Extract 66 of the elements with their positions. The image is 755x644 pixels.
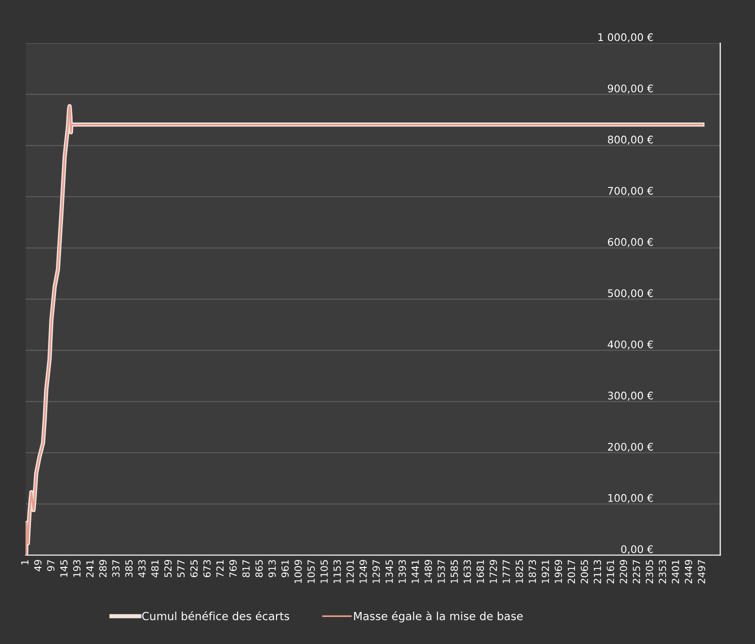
x-tick-label: 1585 xyxy=(450,560,458,583)
x-tick-label: 337 xyxy=(112,560,120,578)
x-tick-label: 1489 xyxy=(424,560,432,583)
x-tick-label: 1441 xyxy=(412,560,419,583)
x-tick-label: 1249 xyxy=(359,560,367,583)
x-tick-label: 1729 xyxy=(490,560,497,583)
x-tick-label: 961 xyxy=(281,560,289,578)
x-tick-label: 529 xyxy=(164,560,172,578)
x-tick-label: 913 xyxy=(268,560,276,578)
y-tick-label: 100,00 € xyxy=(608,494,653,503)
x-tick-label: 1921 xyxy=(542,560,550,583)
x-tick-label: 241 xyxy=(86,560,94,578)
y-tick-label: 1 000,00 € xyxy=(598,33,653,42)
x-tick-label: 1873 xyxy=(528,560,536,583)
y-tick-label: 0,00 € xyxy=(621,545,653,554)
x-tick-label: 49 xyxy=(34,560,42,572)
y-tick-label: 500,00 € xyxy=(608,289,653,298)
y-tick-label: 900,00 € xyxy=(608,84,653,94)
x-tick-label: 2353 xyxy=(658,560,666,584)
y-tick-label: 400,00 € xyxy=(608,340,653,350)
x-tick-label: 1777 xyxy=(502,560,510,583)
x-tick-label: 1537 xyxy=(438,560,445,583)
x-tick-label: 2449 xyxy=(684,560,692,584)
legend-label: Masse égale à la mise de base xyxy=(354,611,523,622)
x-tick-label: 481 xyxy=(151,560,159,578)
x-tick-label: 2113 xyxy=(594,560,602,584)
x-tick-label: 2209 xyxy=(620,560,628,584)
x-tick-label: 2305 xyxy=(646,560,654,584)
x-tick-label: 1 xyxy=(21,560,28,564)
x-tick-label: 769 xyxy=(229,560,237,578)
y-tick-label: 800,00 € xyxy=(608,136,653,145)
x-tick-label: 289 xyxy=(99,560,107,578)
x-tick-label: 2017 xyxy=(568,560,576,584)
x-tick-label: 1009 xyxy=(294,560,302,583)
y-tick-label: 200,00 € xyxy=(608,442,653,452)
x-tick-label: 2065 xyxy=(580,560,588,584)
y-tick-label: 600,00 € xyxy=(608,238,653,247)
x-tick-label: 673 xyxy=(203,560,211,578)
x-tick-label: 193 xyxy=(73,560,81,577)
x-tick-label: 1633 xyxy=(464,560,471,583)
x-tick-label: 1969 xyxy=(554,560,562,583)
x-tick-label: 865 xyxy=(255,560,263,578)
x-tick-label: 817 xyxy=(242,560,250,578)
x-tick-label: 1393 xyxy=(398,560,406,583)
x-tick-label: 97 xyxy=(47,560,55,572)
x-tick-label: 2161 xyxy=(606,560,614,584)
x-tick-label: 2497 xyxy=(698,560,706,584)
x-tick-label: 385 xyxy=(125,560,133,578)
y-tick-label: 300,00 € xyxy=(608,392,653,401)
x-tick-label: 1153 xyxy=(333,560,341,583)
x-tick-label: 1201 xyxy=(346,560,354,583)
x-tick-label: 2257 xyxy=(632,560,640,584)
x-tick-label: 1681 xyxy=(476,560,484,583)
x-tick-label: 433 xyxy=(138,560,146,578)
x-tick-label: 1105 xyxy=(320,560,328,583)
x-tick-label: 625 xyxy=(190,560,198,578)
x-tick-label: 577 xyxy=(177,560,185,578)
x-tick-label: 1825 xyxy=(516,560,524,583)
legend-label: Cumul bénéfice des écarts xyxy=(142,611,290,620)
x-tick-label: 1057 xyxy=(307,560,315,583)
y-tick-label: 700,00 € xyxy=(608,186,653,196)
x-tick-label: 145 xyxy=(60,560,68,577)
x-tick-label: 721 xyxy=(216,560,224,578)
x-tick-label: 2401 xyxy=(672,560,680,584)
x-tick-label: 1345 xyxy=(386,560,393,583)
x-tick-label: 1297 xyxy=(372,560,380,583)
